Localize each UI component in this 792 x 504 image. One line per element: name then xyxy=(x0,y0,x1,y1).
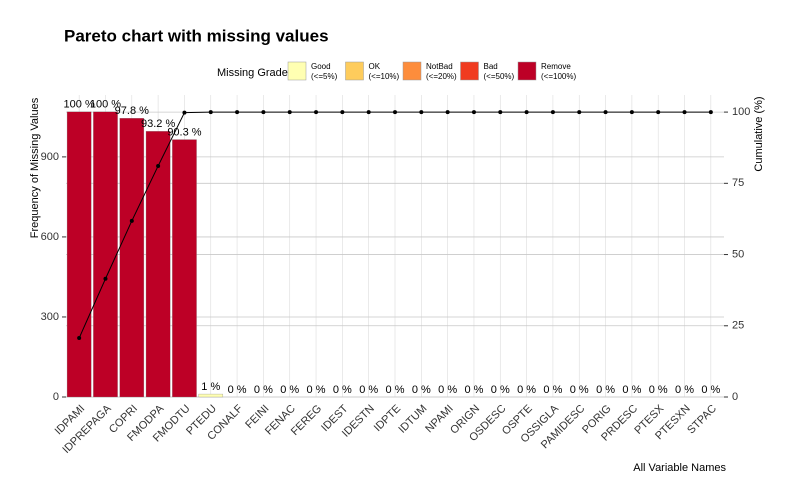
y2-tick-label: 50 xyxy=(732,248,744,260)
legend-range: (<=10%) xyxy=(369,72,400,81)
cumulative-point xyxy=(129,218,134,223)
y2-axis-title: Cumulative (%) xyxy=(753,96,765,171)
bar xyxy=(198,393,224,398)
value-label: 97.8 % xyxy=(115,105,149,117)
value-label: 93.2 % xyxy=(141,118,175,130)
bar xyxy=(66,111,92,398)
bar xyxy=(172,139,197,398)
value-label: 100 % xyxy=(90,99,121,111)
cumulative-point xyxy=(261,110,266,115)
legend-swatch xyxy=(345,61,364,81)
value-label: 0 % xyxy=(517,384,536,396)
cumulative-point xyxy=(182,110,187,115)
cumulative-point xyxy=(550,110,555,115)
cumulative-point xyxy=(445,110,450,115)
y2-tick-label: 100 xyxy=(732,106,750,118)
value-label: 0 % xyxy=(543,384,562,396)
value-label: 0 % xyxy=(491,384,510,396)
value-label: 0 % xyxy=(254,384,273,396)
cumulative-point xyxy=(524,110,529,115)
value-label: 0 % xyxy=(386,384,405,396)
y-tick-label: 900 xyxy=(41,151,59,163)
value-label: 0 % xyxy=(333,384,352,396)
legend-range: (<=5%) xyxy=(311,72,338,81)
bar xyxy=(119,118,145,398)
value-label: 0 % xyxy=(228,384,247,396)
value-label: 0 % xyxy=(649,384,668,396)
cumulative-point xyxy=(682,110,687,115)
x-tick-label: IDTUM xyxy=(396,403,429,436)
value-label: 0 % xyxy=(464,384,483,396)
cumulative-point xyxy=(708,110,713,115)
value-label: 0 % xyxy=(280,384,299,396)
legend-swatch xyxy=(460,61,479,81)
y-tick-label: 300 xyxy=(41,311,59,323)
cumulative-point xyxy=(603,110,608,115)
cumulative-point xyxy=(156,163,161,168)
cumulative-point xyxy=(77,336,82,341)
legend-label: Remove xyxy=(541,62,571,71)
value-label: 0 % xyxy=(307,384,326,396)
legend-label: Bad xyxy=(484,62,498,71)
legend-title: Missing Grade xyxy=(217,67,288,79)
y2-tick-label: 0 xyxy=(732,391,738,403)
legend-label: OK xyxy=(369,62,381,71)
cumulative-point xyxy=(419,110,424,115)
legend-range: (<=100%) xyxy=(541,72,576,81)
cumulative-point xyxy=(498,110,503,115)
cumulative-point xyxy=(577,110,582,115)
value-label: 0 % xyxy=(701,384,720,396)
bar xyxy=(145,131,171,398)
value-label: 0 % xyxy=(596,384,615,396)
value-label: 0 % xyxy=(622,384,641,396)
legend-swatch xyxy=(517,61,537,81)
legend-range: (<=20%) xyxy=(426,72,457,81)
cumulative-point xyxy=(393,110,397,115)
cumulative-point xyxy=(103,276,108,281)
bar xyxy=(93,111,118,398)
value-label: 0 % xyxy=(438,384,457,396)
cumulative-point xyxy=(235,110,240,115)
cumulative-point xyxy=(629,110,634,115)
value-label: 0 % xyxy=(359,384,378,396)
y2-tick-label: 25 xyxy=(732,320,744,332)
cumulative-point xyxy=(208,110,213,115)
y-axis-title: Frequency of Missing Values xyxy=(29,97,41,238)
value-label: 0 % xyxy=(570,384,589,396)
legend-label: Good xyxy=(311,62,331,71)
legend-label: NotBad xyxy=(426,62,453,71)
cumulative-point xyxy=(314,110,319,115)
legend-swatch xyxy=(402,61,422,81)
y-tick-label: 600 xyxy=(41,231,59,243)
cumulative-point xyxy=(366,110,371,115)
cumulative-point xyxy=(656,110,661,115)
value-label: 1 % xyxy=(201,381,220,393)
value-label: 100 % xyxy=(64,99,95,111)
value-label: 0 % xyxy=(675,384,694,396)
chart-title: Pareto chart with missing values xyxy=(64,26,329,45)
value-label: 0 % xyxy=(412,384,431,396)
x-tick-label: STPAC xyxy=(685,403,719,437)
legend-swatch xyxy=(287,61,307,81)
x-axis-title: All Variable Names xyxy=(633,462,726,474)
legend-range: (<=50%) xyxy=(484,72,515,81)
cumulative-point xyxy=(340,110,345,115)
y-tick-label: 0 xyxy=(53,391,59,403)
y2-tick-label: 75 xyxy=(732,177,744,189)
cumulative-point xyxy=(471,110,476,115)
cumulative-point xyxy=(287,110,292,115)
